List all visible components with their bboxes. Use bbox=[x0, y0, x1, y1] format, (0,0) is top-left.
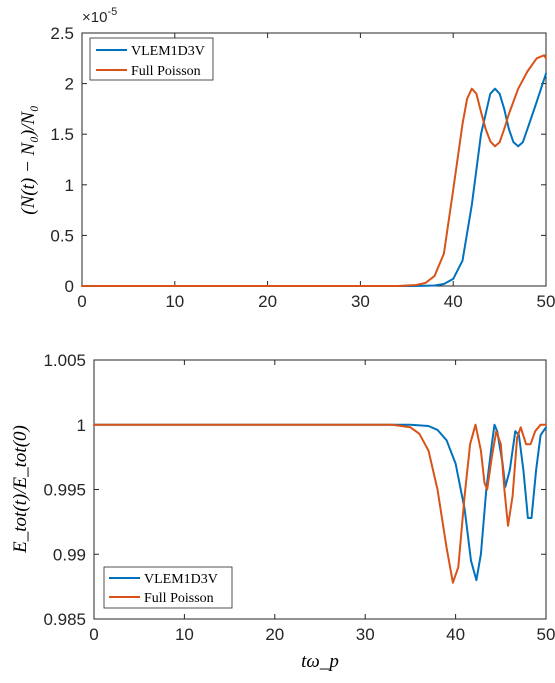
top-series-group bbox=[81, 54, 547, 287]
bottom-y-tick-label: 1 bbox=[77, 416, 86, 435]
bottom-x-tick-label: 10 bbox=[175, 625, 194, 644]
bottom-x-tick-label: 0 bbox=[89, 625, 98, 644]
bottom-y-tick-label: 0.995 bbox=[43, 481, 86, 500]
top-series-line-full-poisson bbox=[81, 54, 547, 287]
top-legend-label-vlem: VLEM1D3V bbox=[131, 44, 205, 59]
top-y-tick-label: 2 bbox=[65, 75, 74, 94]
bottom-legend-label-vlem: VLEM1D3V bbox=[144, 572, 218, 587]
bottom-y-axis-label: E_tot(t)/E_tot(0) bbox=[10, 425, 31, 554]
bottom-y-tick-label: 0.99 bbox=[53, 545, 86, 564]
top-legend: VLEM1D3V Full Poisson bbox=[89, 37, 214, 81]
bottom-y-tick-label: 0.985 bbox=[43, 610, 86, 629]
bottom-x-axis-label: tω_p bbox=[301, 651, 339, 672]
bottom-x-tick-label: 30 bbox=[356, 625, 375, 644]
bottom-y-tick-label: 1.005 bbox=[43, 351, 86, 370]
top-y-tick-label: 0.5 bbox=[50, 226, 74, 245]
bottom-legend-box bbox=[103, 566, 233, 609]
top-y-tick-label: 1.5 bbox=[50, 125, 74, 144]
top-y-tick-label: 1 bbox=[65, 176, 74, 195]
bottom-legend: VLEM1D3V Full Poisson bbox=[103, 566, 233, 609]
top-exponent-label: ×10-5 bbox=[82, 6, 117, 26]
top-axis-ticks: 0 10 20 30 40 50 0 0.5 1 1.5 2 2.5 bbox=[50, 24, 555, 311]
top-legend-box bbox=[89, 37, 214, 81]
top-y-tick-label: 0 bbox=[65, 277, 74, 296]
bottom-axis-ticks: 0 10 20 30 40 50 0.985 0.99 0.995 1 1.005 bbox=[43, 351, 555, 644]
bottom-series-group bbox=[93, 423, 547, 584]
top-x-tick-label: 20 bbox=[258, 292, 277, 311]
top-x-tick-label: 30 bbox=[351, 292, 370, 311]
top-chart: 0 10 20 30 40 50 0 0.5 1 1.5 2 2.5 ×10-5 (N(t) − N₀… bbox=[18, 6, 555, 311]
bottom-x-tick-label: 50 bbox=[537, 625, 555, 644]
bottom-chart: 0 10 20 30 40 50 0.985 0.99 0.995 1 1.005 E_tot(t)… bbox=[10, 351, 555, 672]
top-legend-label-poisson: Full Poisson bbox=[131, 64, 201, 79]
bottom-x-tick-label: 40 bbox=[446, 625, 465, 644]
bottom-series-line-vlem1d3v bbox=[93, 423, 547, 582]
top-y-tick-label: 2.5 bbox=[50, 24, 74, 43]
bottom-series-line-full-poisson bbox=[93, 423, 547, 584]
top-x-tick-label: 50 bbox=[537, 292, 555, 311]
top-y-axis-label: (N(t) − N₀)/N₀ bbox=[18, 105, 39, 214]
top-series-line-vlem1d3v bbox=[81, 72, 547, 287]
bottom-x-tick-label: 20 bbox=[265, 625, 284, 644]
top-x-tick-label: 40 bbox=[444, 292, 463, 311]
top-x-tick-label: 0 bbox=[77, 292, 86, 311]
top-x-tick-label: 10 bbox=[165, 292, 184, 311]
bottom-legend-label-poisson: Full Poisson bbox=[144, 591, 214, 606]
